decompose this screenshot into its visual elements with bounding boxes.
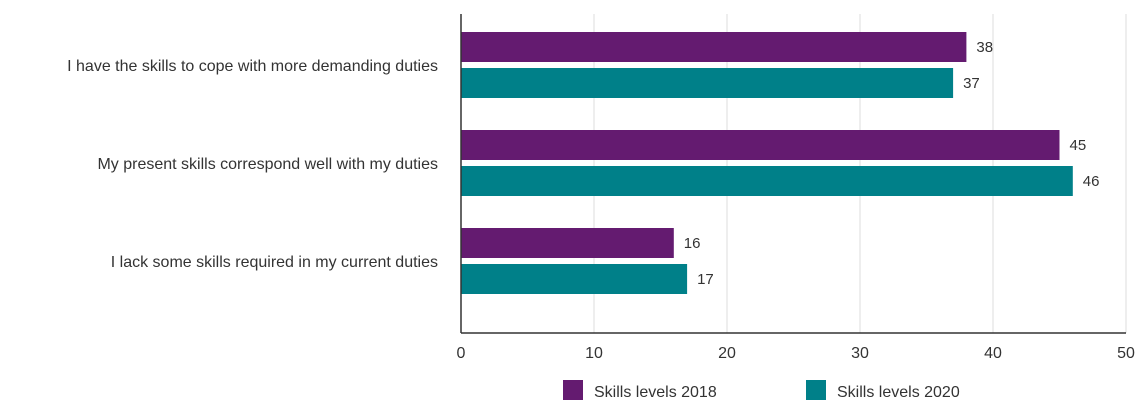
category-label-1: I have the skills to cope with more dema… [67, 58, 438, 75]
bar-3-2 [461, 264, 688, 294]
x-tick-label-50: 50 [1117, 345, 1135, 362]
legend-swatch-1 [563, 380, 583, 400]
value-label-2-1: 45 [1070, 137, 1087, 154]
bar-3-1 [461, 228, 674, 258]
bar-2-2 [461, 166, 1073, 196]
value-label-3-2: 17 [697, 271, 714, 288]
legend-label-1: Skills levels 2018 [594, 384, 717, 400]
value-label-1-1: 38 [976, 39, 993, 56]
bar-1-2 [461, 68, 954, 98]
x-tick-label-20: 20 [718, 345, 736, 362]
legend: Skills levels 2018 Skills levels 2020 [563, 380, 960, 400]
legend-swatch-2 [806, 380, 826, 400]
legend-label-2: Skills levels 2020 [837, 384, 960, 400]
bar-1-1 [461, 32, 967, 62]
category-labels: I have the skills to cope with more dema… [67, 58, 438, 271]
bar-2-1 [461, 130, 1060, 160]
x-tick-label-40: 40 [984, 345, 1002, 362]
value-label-3-1: 16 [684, 235, 701, 252]
value-labels: 38 37 45 46 16 17 [684, 39, 1100, 288]
value-label-2-2: 46 [1083, 173, 1100, 190]
category-label-3: I lack some skills required in my curren… [111, 254, 438, 271]
bars [461, 32, 1073, 294]
x-tick-label-30: 30 [851, 345, 869, 362]
value-label-1-2: 37 [963, 75, 980, 92]
x-tick-label-10: 10 [585, 345, 603, 362]
category-label-2: My present skills correspond well with m… [97, 156, 438, 173]
x-tick-label-0: 0 [457, 345, 466, 362]
axes: 0 10 20 30 40 50 [457, 14, 1135, 362]
